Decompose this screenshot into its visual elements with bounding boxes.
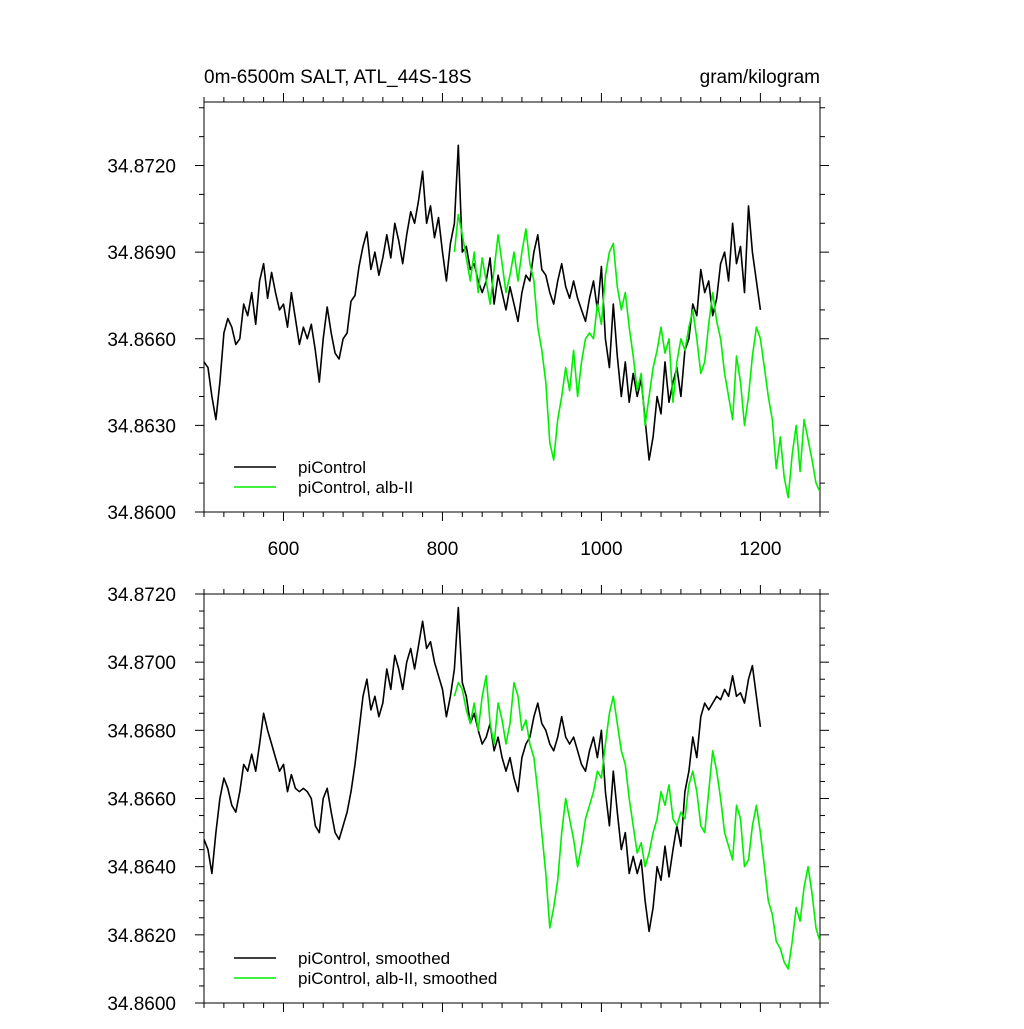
x-tick-label: 1000 — [580, 539, 622, 560]
x-tick-label: 800 — [427, 539, 459, 560]
bottom-panel: 34.8600 34.8620 34.8640 34.8660 34.8680 34.87… — [107, 585, 829, 1015]
x-tick-label: 600 — [268, 539, 300, 560]
plot-area — [204, 606, 820, 970]
y-tick-label: 34.8600 — [107, 503, 176, 524]
y-tick-label: 34.8720 — [107, 585, 176, 606]
legend-label: piControl, alb-II, smoothed — [298, 969, 497, 988]
y-tick-label: 34.8660 — [107, 330, 176, 351]
chart-units-label: gram/kilogram — [700, 67, 820, 88]
plot-frame — [203, 593, 821, 1004]
plot-area — [204, 144, 820, 499]
legend-label: piControl, smoothed — [298, 949, 450, 968]
y-tick-label: 34.8660 — [107, 790, 176, 811]
y-tick-label: 34.8690 — [107, 243, 176, 264]
legend-label: piControl, alb-II — [298, 478, 413, 497]
series-line-alb-ii — [453, 213, 820, 499]
y-tick-label: 34.8630 — [107, 416, 176, 437]
series-line-picontrol — [204, 144, 762, 461]
legend-label: piControl — [298, 458, 366, 477]
x-tick-label: 1200 — [739, 539, 781, 560]
y-tick-label: 34.8600 — [107, 994, 176, 1015]
y-tick-label: 34.8720 — [107, 157, 176, 178]
plot-frame — [203, 101, 821, 513]
chart-title-left: 0m-6500m SALT, ATL_44S-18S — [204, 67, 472, 88]
y-tick-label: 34.8620 — [107, 926, 176, 947]
series-line-alb-ii — [453, 675, 820, 970]
top-panel: 600 800 1000 1200 34.8600 34.8630 34.8660 34.86… — [107, 93, 829, 560]
y-tick-label: 34.8680 — [107, 721, 176, 742]
y-tick-label: 34.8700 — [107, 653, 176, 674]
y-tick-label: 34.8640 — [107, 858, 176, 879]
series-line-picontrol — [204, 606, 762, 933]
